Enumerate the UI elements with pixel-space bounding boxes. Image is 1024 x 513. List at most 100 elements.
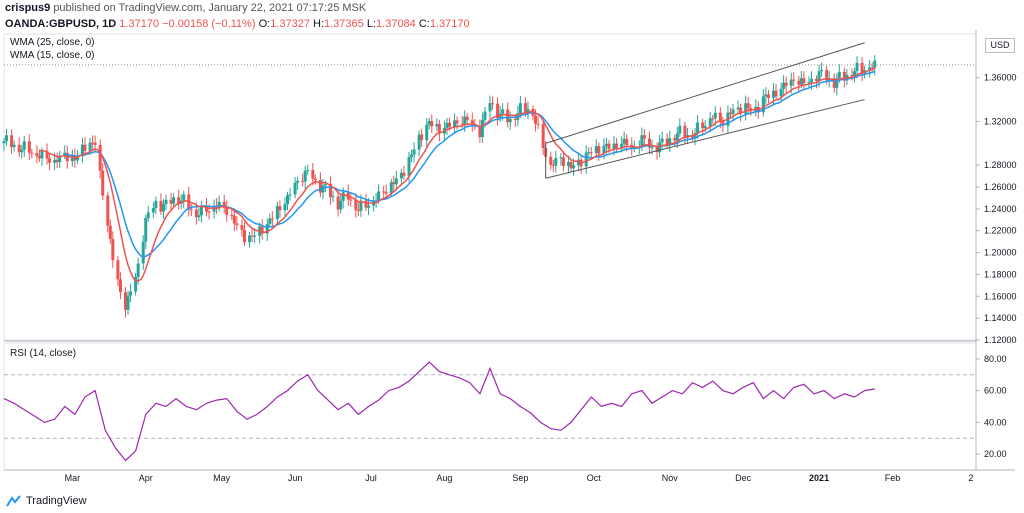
candle-body [526, 108, 530, 113]
candle-body [359, 200, 363, 211]
candle-body [126, 295, 130, 310]
publisher-name[interactable]: crispus9 [5, 2, 51, 14]
candle-body [708, 118, 712, 127]
candle-body [242, 229, 246, 243]
candle-body [311, 169, 315, 179]
candle-body [809, 78, 813, 83]
symbol-label[interactable]: OANDA:GBPUSD, 1D [5, 18, 117, 30]
price-tick-label: 1.36000 [984, 73, 1017, 83]
candle-body [701, 122, 705, 129]
candle-body [825, 70, 829, 81]
candle-body [868, 67, 872, 71]
candle-body [541, 124, 545, 149]
candle-body [622, 138, 626, 144]
candle-body [797, 80, 801, 85]
candle-body [815, 78, 819, 82]
candle-body [367, 205, 370, 208]
candle-body [306, 169, 310, 171]
candle-body [460, 123, 464, 125]
candle-body [339, 200, 343, 210]
candle-body [430, 121, 434, 127]
candle-body [58, 155, 62, 163]
candle-body [286, 195, 289, 204]
last-price: 1.37170 [119, 18, 160, 30]
high-label: H: [313, 18, 325, 30]
price-tick-label: 1.12000 [984, 335, 1017, 345]
candle-body [807, 82, 811, 84]
time-tick-label: 2 [968, 473, 973, 483]
study-wma15-label[interactable]: WMA (15, close, 0) [10, 50, 95, 61]
candle-body [323, 184, 327, 186]
candle-body [437, 124, 441, 134]
candle-body [620, 143, 624, 149]
candle-body [597, 146, 601, 154]
candle-body [602, 145, 606, 154]
candle-body [711, 118, 715, 120]
candle-body [253, 235, 257, 237]
candle-body [744, 103, 748, 114]
price-tick-label: 1.14000 [984, 313, 1017, 323]
candle-body [40, 151, 44, 159]
candle-body [199, 205, 203, 216]
candle-body [80, 144, 84, 157]
candle-body [172, 197, 176, 204]
time-tick-label: Jun [288, 473, 303, 483]
candle-body [584, 152, 588, 167]
candle-body [855, 62, 859, 72]
candle-body [124, 292, 127, 310]
candle-body [696, 122, 700, 134]
candle-body [463, 116, 467, 125]
candle-body [222, 201, 226, 208]
candle-body [301, 180, 305, 182]
tradingview-logo[interactable]: TradingView [6, 492, 87, 510]
brand-name: TradingView [26, 495, 87, 507]
candle-body [746, 103, 750, 108]
candle-body [784, 82, 788, 86]
candle-body [48, 158, 52, 163]
candle-body [799, 78, 803, 85]
candle-body [93, 142, 97, 145]
candle-body [496, 103, 500, 119]
publish-text: published on TradingView.com, January 22… [53, 2, 367, 14]
candle-body [853, 71, 856, 76]
candle-body [480, 119, 484, 138]
study-rsi-label[interactable]: RSI (14, close) [10, 348, 77, 359]
candle-body [410, 154, 414, 158]
currency-badge[interactable]: USD [985, 38, 1015, 53]
candle-body [508, 119, 512, 123]
candle-body [384, 192, 388, 194]
candle-body [283, 203, 287, 211]
study-wma25-label[interactable]: WMA (25, close, 0) [10, 37, 95, 48]
candle-body [288, 194, 292, 196]
candle-body [394, 178, 398, 185]
time-tick-label: Jul [365, 473, 377, 483]
candle-body [761, 96, 765, 113]
rsi-tick-label: 40.00 [984, 417, 1007, 427]
wma25-line [64, 70, 876, 258]
candle-body [577, 159, 581, 166]
candle-body [101, 170, 105, 196]
candle-body [566, 162, 570, 167]
time-tick-label: 2021 [809, 473, 829, 483]
candle-body [10, 135, 14, 148]
candle-body [650, 147, 654, 149]
candle-body [820, 70, 824, 72]
candle-body [817, 71, 821, 82]
candle-body [35, 153, 39, 157]
candle-body [144, 217, 148, 242]
candle-body [159, 200, 163, 212]
candle-body [377, 191, 381, 201]
candle-body [169, 199, 173, 204]
candle-body [534, 115, 538, 124]
candle-body [329, 184, 333, 198]
candle-body [98, 144, 102, 171]
candle-body [594, 146, 598, 154]
time-tick-label: Nov [662, 473, 679, 483]
candle-body [445, 122, 449, 128]
candle-body [835, 78, 839, 88]
candle-body [331, 196, 335, 198]
low-value: 1.37084 [376, 18, 416, 30]
time-tick-label: Apr [139, 473, 153, 483]
candle-body [660, 138, 664, 143]
